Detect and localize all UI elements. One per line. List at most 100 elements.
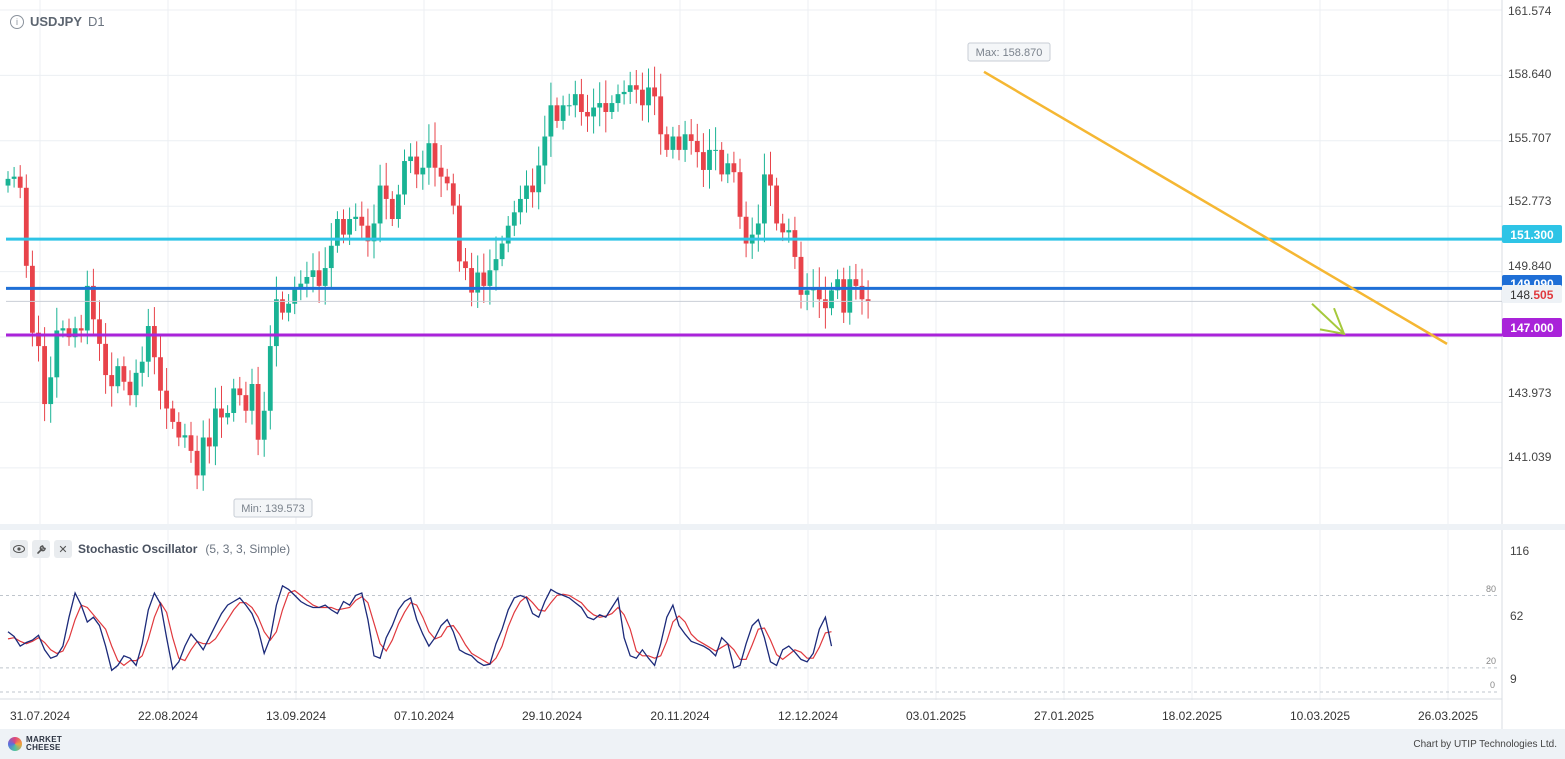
candle-body: [109, 375, 115, 387]
brand-mark-icon: [8, 737, 22, 751]
trendline: [983, 70, 1448, 345]
candle-body: [499, 243, 505, 260]
candle-body: [652, 87, 657, 97]
candle-body: [170, 408, 176, 422]
candle-body: [853, 279, 859, 286]
candle-body: [347, 219, 352, 235]
candle-body: [158, 357, 163, 391]
info-icon[interactable]: i: [10, 14, 24, 29]
candle-body: [188, 435, 194, 451]
candle-body: [676, 136, 682, 150]
main-chart[interactable]: 161.574 158.640 155.707 152.773 149.840 …: [0, 0, 1565, 729]
candle-body: [164, 390, 169, 409]
candle-body: [133, 372, 139, 396]
candle-body: [737, 172, 743, 217]
candle-body: [97, 319, 102, 344]
candle-body: [743, 216, 749, 244]
min-annotation: Min: 139.573: [241, 503, 305, 515]
indicator-name: Stochastic Oscillator: [78, 542, 198, 556]
x-tick-label: 31.07.2024: [10, 709, 70, 723]
candle-body: [701, 152, 706, 170]
candle-body: [249, 383, 255, 411]
candle-body: [121, 366, 127, 382]
forecast-arrowhead: [1319, 307, 1346, 336]
x-tick-label: 10.03.2025: [1290, 709, 1350, 723]
candle-body: [30, 265, 35, 333]
candle-body: [310, 270, 316, 277]
candle-body: [511, 212, 517, 226]
candle-body: [457, 205, 462, 262]
candle-body: [481, 272, 487, 286]
candle-body: [408, 156, 413, 162]
brand-line-2: CHEESE: [26, 743, 61, 752]
stoch-d-line: [7, 589, 832, 667]
candle-body: [469, 268, 474, 293]
max-annotation-box: [967, 42, 1051, 62]
candle-body: [182, 435, 188, 438]
x-tick-label: 29.10.2024: [522, 709, 582, 723]
candle-body: [206, 437, 212, 447]
candle-body: [396, 194, 401, 220]
candle-body: [475, 272, 481, 293]
candle-body: [414, 156, 420, 175]
y-tick-label: 155.707: [1508, 131, 1552, 145]
y-tick-label: 143.973: [1508, 386, 1552, 400]
stoch-y-tick: 9: [1510, 672, 1517, 686]
candle-body: [548, 105, 554, 137]
candle-body: [780, 223, 786, 233]
candle-body: [694, 140, 700, 153]
candle-body: [365, 225, 371, 242]
eye-icon[interactable]: [10, 540, 28, 558]
y-tick-label: 152.773: [1508, 194, 1552, 208]
candle-body: [17, 176, 23, 188]
y-tick-label: 141.039: [1508, 450, 1552, 464]
candle-body: [200, 437, 206, 476]
brand-text: MARKET CHEESE: [26, 736, 62, 752]
candle-body: [91, 285, 96, 320]
panel-separator: [0, 524, 1565, 530]
candle-body: [359, 216, 365, 226]
candle-body: [816, 288, 822, 300]
candle-body: [280, 299, 285, 313]
candle-body: [719, 149, 725, 175]
candle-body: [524, 185, 529, 199]
candle-body: [664, 134, 670, 150]
candle-body: [261, 410, 267, 440]
chart-credit: Chart by UTIP Technologies Ltd.: [1413, 739, 1557, 750]
current-price-frac: 505: [1533, 288, 1553, 302]
candle-body: [255, 383, 261, 440]
candle-body: [426, 143, 432, 168]
candle-body: [518, 198, 523, 213]
close-icon[interactable]: ✕: [54, 540, 72, 558]
candle-body: [792, 230, 798, 257]
candle-body: [316, 270, 322, 286]
candle-body: [640, 89, 645, 106]
candle-body: [286, 303, 291, 313]
price-label-151: 151.300: [1510, 228, 1554, 242]
candle-body: [768, 174, 773, 186]
candle-body: [804, 290, 810, 295]
candle-body: [328, 245, 334, 269]
candle-body: [5, 178, 11, 186]
x-tick-label: 12.12.2024: [778, 709, 838, 723]
price-label-bg-147: [1502, 318, 1562, 337]
candle-body: [219, 408, 224, 418]
candle-body: [505, 225, 511, 244]
candle-body: [402, 161, 407, 195]
candle-body: [774, 185, 779, 224]
candle-body: [725, 163, 731, 175]
brand-logo[interactable]: MARKET CHEESE: [8, 736, 62, 752]
stoch-k-line: [7, 584, 833, 672]
candle-body: [84, 285, 90, 331]
min-annotation-box: [233, 498, 313, 518]
wrench-icon[interactable]: [32, 540, 50, 558]
stoch-level-label: 80: [1486, 584, 1496, 594]
candle-body: [658, 96, 664, 135]
candle-body: [835, 279, 840, 291]
x-tick-label: 13.09.2024: [266, 709, 326, 723]
candle-body: [389, 198, 395, 220]
candle-body: [48, 377, 54, 405]
candle-body: [463, 261, 468, 269]
candle-body: [383, 185, 389, 199]
candle-body: [566, 105, 572, 107]
